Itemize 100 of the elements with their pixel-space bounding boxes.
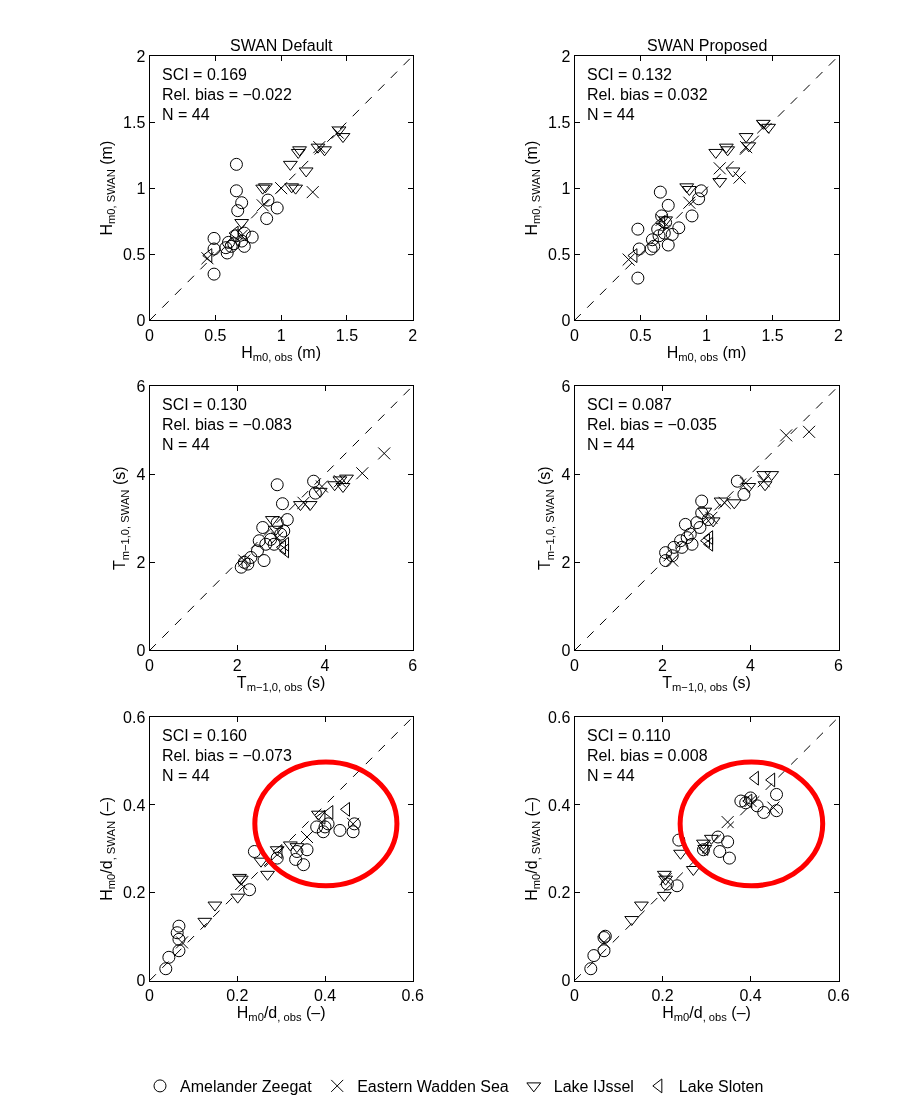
chart-title: SWAN Default bbox=[230, 37, 334, 54]
x-tick-label: 0.4 bbox=[313, 986, 337, 1004]
x-tick-label: 0.6 bbox=[827, 986, 850, 1004]
point bbox=[300, 843, 314, 857]
point bbox=[162, 950, 176, 964]
point bbox=[770, 787, 784, 801]
point bbox=[683, 527, 697, 541]
point bbox=[779, 428, 793, 442]
point bbox=[730, 474, 744, 488]
y-tick-label: 1 bbox=[136, 179, 146, 197]
point bbox=[219, 241, 233, 255]
point bbox=[207, 267, 221, 281]
legend-label: Eastern Wadden Sea bbox=[357, 1078, 509, 1096]
point bbox=[170, 926, 184, 940]
point bbox=[657, 226, 671, 240]
point bbox=[721, 835, 735, 849]
annotation: N = 44 bbox=[162, 767, 210, 784]
point bbox=[693, 521, 707, 534]
point bbox=[234, 877, 248, 891]
point bbox=[678, 517, 692, 531]
point bbox=[229, 157, 243, 171]
annotation: SCI = 0.110 bbox=[587, 727, 671, 744]
point bbox=[673, 849, 688, 860]
y-tick-label: 0.2 bbox=[123, 884, 146, 902]
point bbox=[275, 497, 289, 511]
point bbox=[261, 193, 275, 207]
point bbox=[307, 474, 321, 488]
point bbox=[229, 229, 243, 243]
annotation: Rel. bias = −0.083 bbox=[162, 416, 292, 433]
point bbox=[245, 230, 259, 244]
point bbox=[346, 825, 360, 839]
point bbox=[333, 823, 347, 837]
point bbox=[229, 184, 243, 198]
point bbox=[685, 537, 699, 551]
point bbox=[280, 513, 294, 527]
point bbox=[306, 185, 320, 199]
point bbox=[756, 120, 770, 134]
point bbox=[308, 486, 322, 500]
x-tick-label: 1 bbox=[702, 326, 712, 344]
annotation: N = 44 bbox=[587, 767, 635, 784]
point bbox=[680, 531, 694, 545]
point bbox=[718, 496, 732, 510]
x-tick-label: 1.5 bbox=[761, 326, 784, 344]
y-tick-label: 2 bbox=[561, 47, 571, 65]
y-tick-label: 1 bbox=[561, 179, 571, 197]
point bbox=[659, 554, 673, 568]
y-tick-label: 0.5 bbox=[123, 245, 146, 263]
annotation: Rel. bias = 0.008 bbox=[587, 747, 708, 764]
y-tick-label: 0.6 bbox=[548, 708, 571, 726]
x-tick-label: 0.5 bbox=[629, 326, 652, 344]
point bbox=[289, 852, 303, 866]
y-tick-label: 0.4 bbox=[123, 796, 146, 814]
point bbox=[256, 198, 270, 212]
point bbox=[597, 944, 611, 958]
point bbox=[231, 204, 245, 218]
point bbox=[734, 794, 748, 808]
y-tick-label: 0 bbox=[136, 312, 146, 330]
x-tick-label: 4 bbox=[320, 656, 330, 674]
point bbox=[713, 845, 727, 859]
point bbox=[267, 537, 281, 551]
point bbox=[733, 171, 747, 185]
point bbox=[667, 540, 681, 554]
point bbox=[675, 540, 689, 554]
point bbox=[297, 496, 311, 510]
x-tick-label: 1 bbox=[276, 326, 286, 344]
point bbox=[587, 949, 601, 963]
point bbox=[770, 804, 784, 818]
annotation: N = 44 bbox=[162, 106, 210, 123]
point bbox=[315, 480, 329, 493]
point bbox=[597, 935, 611, 949]
annotation: Rel. bias = −0.035 bbox=[587, 416, 717, 433]
point bbox=[247, 845, 261, 859]
y-tick-label: 1.5 bbox=[548, 113, 571, 131]
point bbox=[237, 239, 251, 253]
point bbox=[670, 879, 684, 893]
point bbox=[757, 474, 771, 488]
y-tick-label: 0.5 bbox=[548, 245, 571, 263]
x-tick-label: 0.2 bbox=[651, 986, 674, 1004]
x-tick-label: 6 bbox=[834, 656, 844, 674]
annotation: Rel. bias = 0.032 bbox=[587, 86, 708, 103]
annotation: SCI = 0.169 bbox=[162, 66, 248, 83]
y-tick-label: 0.6 bbox=[123, 708, 146, 726]
y-tick-label: 4 bbox=[136, 465, 146, 483]
x-tick-label: 0.6 bbox=[401, 986, 424, 1004]
y-tick-label: 2 bbox=[561, 553, 571, 571]
point bbox=[653, 185, 667, 199]
point bbox=[690, 516, 704, 530]
point bbox=[207, 242, 221, 256]
annotation: SCI = 0.130 bbox=[162, 396, 248, 413]
point bbox=[257, 554, 271, 568]
point bbox=[694, 184, 708, 198]
y-tick-label: 0.2 bbox=[548, 884, 571, 902]
annotation: Rel. bias = −0.022 bbox=[162, 86, 292, 103]
point bbox=[692, 192, 706, 206]
point bbox=[750, 799, 764, 813]
annotation: N = 44 bbox=[162, 436, 210, 453]
x-tick-label: 0.5 bbox=[204, 326, 227, 344]
x-tick-label: 6 bbox=[408, 656, 418, 674]
point bbox=[685, 209, 699, 223]
point bbox=[672, 221, 686, 235]
